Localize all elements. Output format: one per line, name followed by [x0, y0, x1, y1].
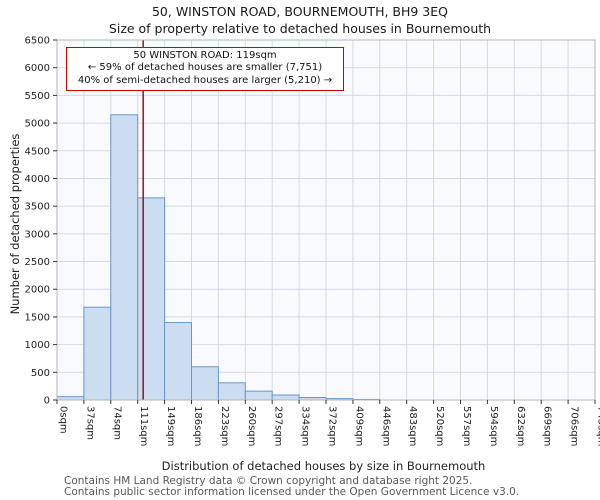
y-tick-label: 1000: [25, 340, 50, 351]
y-axis-title-text: Number of detached properties: [8, 133, 22, 315]
annotation-property-line: 50 WINSTON ROAD: 119sqm: [133, 50, 277, 61]
histogram-bar: [110, 114, 139, 401]
y-tick-label: 500: [31, 368, 50, 379]
histogram-bar: [217, 382, 246, 401]
y-tick-label: 2000: [25, 285, 50, 296]
y-tick-label: 5500: [25, 91, 50, 102]
x-tick-label: 409sqm: [353, 406, 364, 446]
x-tick-label: 446sqm: [380, 406, 391, 446]
histogram-bar: [164, 321, 193, 401]
y-tick-label: 6500: [25, 36, 50, 47]
x-tick-label: 669sqm: [542, 406, 553, 446]
x-tick-label: 557sqm: [461, 406, 472, 446]
x-tick-label: 74sqm: [111, 406, 122, 440]
x-tick-label: 334sqm: [300, 406, 311, 446]
y-tick-label: 0: [44, 396, 50, 407]
x-tick-label: 297sqm: [273, 406, 284, 446]
y-tick-label: 5000: [25, 119, 50, 130]
histogram-bar: [244, 390, 273, 401]
x-tick-label: 632sqm: [515, 406, 526, 446]
y-tick-label: 3000: [25, 229, 50, 240]
x-axis-title: Distribution of detached houses by size …: [161, 459, 486, 473]
x-tick-label: 743sqm: [596, 406, 600, 446]
footer: Contains HM Land Registry data © Crown c…: [64, 476, 519, 498]
y-tick-label: 3500: [25, 202, 50, 213]
y-tick-label: 1500: [25, 312, 50, 323]
annotation-smaller-line: ← 59% of detached houses are smaller (7,…: [87, 62, 323, 74]
annotation-box: 50 WINSTON ROAD: 119sqm ← 59% of detache…: [66, 47, 344, 92]
x-tick-label: 706sqm: [569, 406, 580, 446]
y-tick-label: 2500: [25, 257, 50, 268]
histogram-bar: [137, 197, 166, 401]
x-tick-label: 0sqm: [58, 406, 69, 434]
x-tick-label: 483sqm: [407, 406, 418, 446]
y-tick-label: 4000: [25, 174, 50, 185]
x-tick-label: 37sqm: [84, 406, 95, 440]
histogram-bar: [271, 394, 300, 401]
x-tick-label: 149sqm: [165, 406, 176, 446]
annotation-larger-line: 40% of semi-detached houses are larger (…: [77, 74, 333, 86]
x-tick-label: 111sqm: [138, 406, 149, 446]
x-tick-label: 260sqm: [246, 406, 257, 446]
y-tick-label: 4500: [25, 146, 50, 157]
footer-attribution-line2: Contains public sector information licen…: [64, 486, 520, 498]
chart-title: 50, WINSTON ROAD, BOURNEMOUTH, BH9 3EQ: [151, 4, 449, 19]
x-tick-label: 594sqm: [488, 406, 499, 446]
y-tick-label: 6000: [25, 63, 50, 74]
histogram-bar: [83, 306, 112, 401]
x-tick-label: 223sqm: [219, 406, 230, 446]
footer-attribution-line1: Contains HM Land Registry data © Crown c…: [64, 475, 473, 487]
x-tick-label: 186sqm: [192, 406, 203, 446]
chart-subtitle: Size of property relative to detached ho…: [108, 21, 492, 36]
x-tick-label: 372sqm: [327, 406, 338, 446]
histogram-bar: [191, 366, 219, 401]
x-tick-label: 520sqm: [434, 406, 445, 446]
